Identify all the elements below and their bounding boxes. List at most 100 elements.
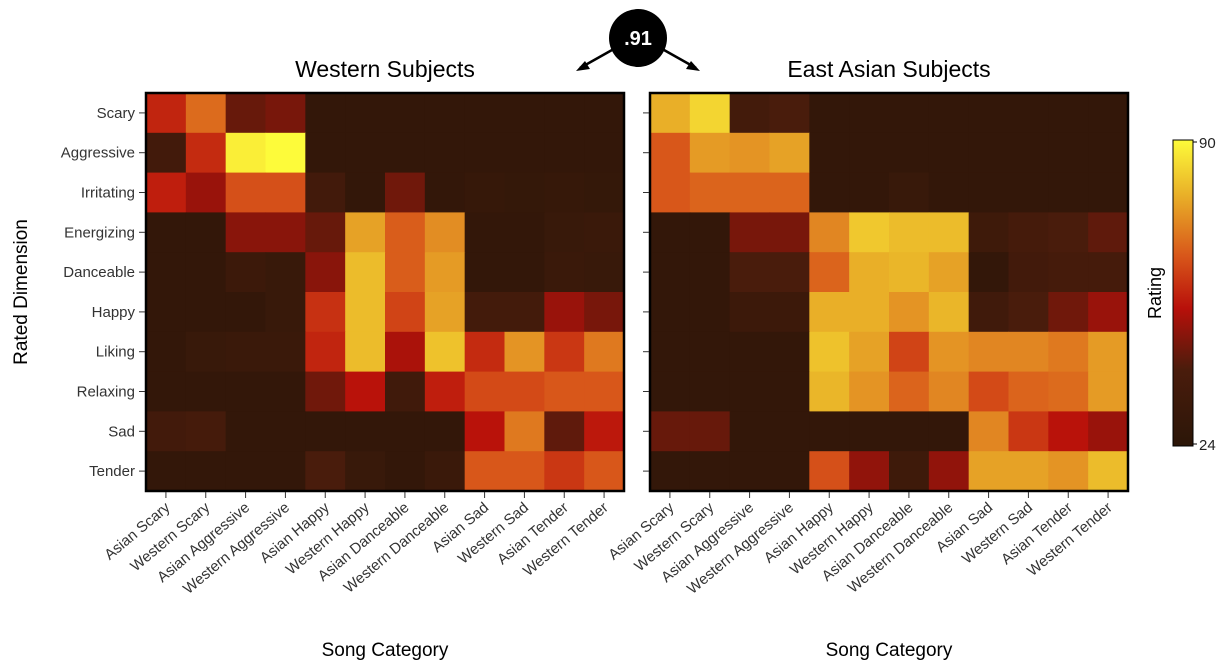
western-cell-liking-western-scary [185,331,227,373]
western-cell-aggressive-asian-tender [544,132,585,174]
east-asian-cell-tender-asian-tender [1048,451,1089,492]
east-asian-cell-irritating-western-tender [1088,172,1129,213]
western-cell-danceable-asian-sad [464,252,506,293]
east-asian-cell-tender-western-aggressive [769,451,810,492]
east-asian-cell-sad-asian-scary [650,411,691,452]
east-asian-cell-sad-western-happy [849,411,890,452]
panel-east-asian-cells [650,93,1129,492]
western-cell-aggressive-western-scary [185,132,227,174]
western-cell-irritating-asian-danceable [385,172,426,213]
western-cell-danceable-asian-scary [146,252,187,293]
east-asian-cell-scary-asian-aggressive [729,93,771,134]
east-asian-cell-scary-asian-danceable [889,93,930,134]
western-cell-happy-western-scary [185,292,227,333]
western-cell-liking-asian-happy [305,331,346,373]
western-cell-aggressive-asian-happy [305,132,346,174]
east-asian-cell-happy-western-aggressive [769,292,810,333]
western-cell-liking-western-happy [345,331,386,373]
east-asian-cell-tender-asian-scary [650,451,691,492]
panel-western-x-axis-title: Song Category [322,640,449,661]
western-cell-sad-asian-happy [305,411,346,452]
east-asian-cell-irritating-asian-scary [650,172,691,213]
east-asian-cell-energizing-asian-scary [650,212,691,253]
east-asian-cell-liking-asian-sad [968,331,1010,373]
east-asian-cell-danceable-western-happy [849,252,890,293]
western-cell-tender-western-aggressive [265,451,306,492]
east-asian-cell-irritating-asian-sad [968,172,1010,213]
east-asian-cell-happy-western-danceable [928,292,970,333]
western-cell-energizing-asian-aggressive [225,212,267,253]
east-asian-cell-danceable-western-sad [1008,252,1049,293]
western-cell-sad-asian-aggressive [225,411,267,452]
east-asian-cell-sad-western-tender [1088,411,1129,452]
east-asian-cell-liking-western-aggressive [769,331,810,373]
east-asian-cell-energizing-western-tender [1088,212,1129,253]
western-cell-liking-western-sad [504,331,545,373]
east-asian-cell-irritating-western-aggressive [769,172,810,213]
western-cell-relaxing-asian-danceable [385,371,426,412]
western-cell-sad-western-aggressive [265,411,306,452]
east-asian-cell-tender-western-scary [689,451,731,492]
east-asian-cell-scary-western-tender [1088,93,1129,134]
east-asian-cell-liking-western-tender [1088,331,1129,373]
east-asian-cell-sad-western-scary [689,411,731,452]
western-cell-energizing-asian-scary [146,212,187,253]
east-asian-cell-sad-western-aggressive [769,411,810,452]
western-cell-scary-asian-danceable [385,93,426,134]
east-asian-cell-sad-asian-tender [1048,411,1089,452]
east-asian-cell-happy-asian-sad [968,292,1010,333]
western-cell-tender-western-tender [584,451,625,492]
western-cell-relaxing-asian-aggressive [225,371,267,412]
western-cell-scary-asian-happy [305,93,346,134]
east-asian-cell-aggressive-western-tender [1088,132,1129,174]
panel-western-y-axis-title: Rated Dimension [11,219,32,365]
east-asian-cell-happy-asian-happy [809,292,850,333]
east-asian-cell-energizing-asian-tender [1048,212,1089,253]
western-cell-tender-asian-tender [544,451,585,492]
east-asian-cell-relaxing-western-aggressive [769,371,810,412]
western-cell-relaxing-asian-scary [146,371,187,412]
western-cell-sad-western-sad [504,411,545,452]
east-asian-cell-scary-asian-happy [809,93,850,134]
east-asian-cell-energizing-western-sad [1008,212,1049,253]
east-asian-cell-irritating-asian-danceable [889,172,930,213]
western-cell-energizing-asian-sad [464,212,506,253]
y-tick-label-sad: Sad [108,423,135,440]
east-asian-cell-irritating-western-happy [849,172,890,213]
western-cell-sad-western-scary [185,411,227,452]
western-cell-relaxing-asian-sad [464,371,506,412]
western-cell-relaxing-western-sad [504,371,545,412]
western-cell-tender-asian-happy [305,451,346,492]
east-asian-cell-happy-western-scary [689,292,731,333]
east-asian-cell-tender-asian-happy [809,451,850,492]
western-cell-liking-western-danceable [424,331,466,373]
western-cell-sad-western-tender [584,411,625,452]
western-cell-relaxing-western-scary [185,371,227,412]
western-cell-scary-asian-tender [544,93,585,134]
east-asian-cell-irritating-western-sad [1008,172,1049,213]
western-cell-relaxing-western-danceable [424,371,466,412]
western-cell-sad-asian-tender [544,411,585,452]
western-cell-liking-asian-tender [544,331,585,373]
western-cell-sad-asian-danceable [385,411,426,452]
western-cell-happy-western-happy [345,292,386,333]
western-cell-irritating-asian-tender [544,172,585,213]
western-cell-happy-western-danceable [424,292,466,333]
western-cell-danceable-western-danceable [424,252,466,293]
western-cell-relaxing-western-happy [345,371,386,412]
east-asian-cell-sad-asian-happy [809,411,850,452]
east-asian-cell-happy-asian-tender [1048,292,1089,333]
panel-western-y-ticks: Scary Aggressive Irritating Energizing Dance… [61,105,145,480]
western-cell-happy-western-aggressive [265,292,306,333]
western-cell-aggressive-asian-danceable [385,132,426,174]
western-cell-sad-asian-sad [464,411,506,452]
western-cell-irritating-western-scary [185,172,227,213]
western-cell-irritating-asian-happy [305,172,346,213]
western-cell-scary-asian-aggressive [225,93,267,134]
east-asian-cell-aggressive-asian-scary [650,132,691,174]
east-asian-cell-danceable-western-tender [1088,252,1129,293]
western-cell-danceable-asian-aggressive [225,252,267,293]
